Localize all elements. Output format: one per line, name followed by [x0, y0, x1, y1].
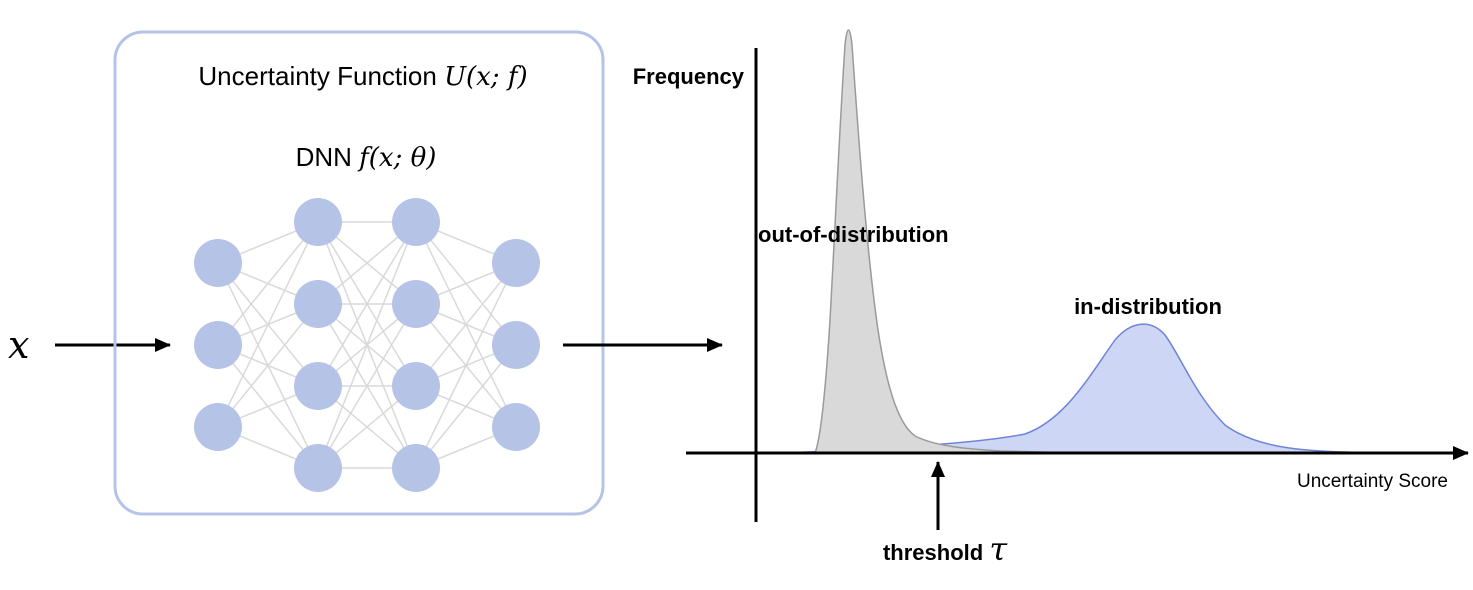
network-edge	[317, 221, 417, 387]
threshold-symbol: τ	[989, 530, 1008, 568]
network-edge	[415, 262, 517, 469]
network-node	[194, 239, 242, 287]
network-node	[392, 362, 440, 410]
dnn-label-math: f(x; θ)	[357, 143, 436, 173]
network-node	[294, 444, 342, 492]
network-node	[492, 321, 540, 369]
dnn-label: DNN f(x; θ)	[296, 142, 437, 173]
network-node	[294, 362, 342, 410]
uncertainty-function-math: U(x; f)	[444, 62, 528, 92]
network-node	[194, 321, 242, 369]
network-node	[294, 198, 342, 246]
dnn-label-text: DNN	[296, 142, 360, 172]
network-edge	[415, 344, 517, 469]
network-node	[392, 198, 440, 246]
network-edge	[217, 221, 319, 346]
network-edge	[317, 221, 417, 469]
network-node	[194, 403, 242, 451]
uncertainty-function-title: Uncertainty Function U(x; f)	[198, 61, 527, 92]
network-edge	[415, 262, 517, 387]
network-edges	[217, 221, 517, 469]
network-node	[492, 403, 540, 451]
network-node	[392, 444, 440, 492]
network-edge	[317, 303, 417, 469]
threshold-label-text: threshold	[883, 540, 989, 565]
x-axis-label: Uncertainty Score	[1297, 471, 1448, 492]
threshold-label: threshold τ	[883, 530, 1008, 568]
out-of-distribution-curve	[813, 29, 1096, 454]
input-x-label: x	[8, 323, 29, 367]
y-axis-label: Frequency	[633, 64, 745, 89]
uncertainty-function-box	[113, 30, 605, 516]
ood-label: out-of-distribution	[758, 222, 949, 247]
network-node	[392, 280, 440, 328]
network-node	[294, 280, 342, 328]
id-label: in-distribution	[1074, 294, 1222, 319]
uncertainty-function-title-text: Uncertainty Function	[198, 61, 444, 91]
network-edge	[217, 303, 319, 428]
network-nodes	[194, 198, 540, 492]
network-node	[492, 239, 540, 287]
network-edge	[217, 221, 319, 428]
